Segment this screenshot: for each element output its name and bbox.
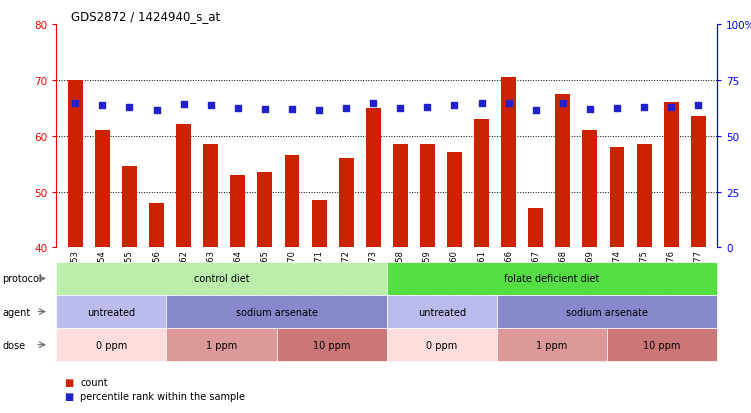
Point xyxy=(286,106,298,113)
Bar xyxy=(664,103,679,248)
Text: 0 ppm: 0 ppm xyxy=(427,340,457,350)
Text: untreated: untreated xyxy=(418,307,466,317)
Bar xyxy=(501,78,516,248)
Text: percentile rank within the sample: percentile rank within the sample xyxy=(80,392,246,401)
Bar xyxy=(122,167,137,248)
Text: GDS2872 / 1424940_s_at: GDS2872 / 1424940_s_at xyxy=(71,10,221,23)
Point xyxy=(340,105,352,112)
Text: 1 ppm: 1 ppm xyxy=(536,340,568,350)
Bar xyxy=(258,173,273,248)
Text: untreated: untreated xyxy=(87,307,135,317)
Text: dose: dose xyxy=(2,340,26,350)
Point xyxy=(150,107,162,114)
Bar xyxy=(312,200,327,248)
Point xyxy=(178,102,190,108)
Point xyxy=(665,104,677,111)
Text: 1 ppm: 1 ppm xyxy=(206,340,237,350)
Point xyxy=(394,105,406,112)
Text: count: count xyxy=(80,377,108,387)
Point xyxy=(123,104,135,111)
Point xyxy=(69,101,81,107)
Bar xyxy=(176,125,191,248)
Bar xyxy=(474,120,489,248)
Point xyxy=(638,104,650,111)
Bar xyxy=(393,145,408,248)
Bar xyxy=(95,131,110,248)
Bar xyxy=(528,209,543,248)
Bar xyxy=(231,175,246,248)
Point xyxy=(232,105,244,112)
Text: 0 ppm: 0 ppm xyxy=(96,340,127,350)
Point xyxy=(692,103,704,109)
Point xyxy=(205,103,217,109)
Point xyxy=(448,103,460,109)
Point xyxy=(611,105,623,112)
Bar xyxy=(149,203,164,248)
Point xyxy=(475,101,487,107)
Bar xyxy=(610,147,624,248)
Bar xyxy=(583,131,597,248)
Text: protocol: protocol xyxy=(2,274,42,284)
Text: folate deficient diet: folate deficient diet xyxy=(505,274,599,284)
Point xyxy=(529,107,541,114)
Text: ■: ■ xyxy=(64,377,73,387)
Bar xyxy=(339,159,354,248)
Text: 10 ppm: 10 ppm xyxy=(313,340,351,350)
Point xyxy=(556,101,569,107)
Text: sodium arsenate: sodium arsenate xyxy=(566,307,648,317)
Point xyxy=(259,106,271,113)
Bar xyxy=(637,145,652,248)
Bar xyxy=(556,95,570,248)
Bar xyxy=(285,156,300,248)
Bar xyxy=(366,108,381,248)
Text: 10 ppm: 10 ppm xyxy=(644,340,681,350)
Bar xyxy=(447,153,462,248)
Text: agent: agent xyxy=(2,307,31,317)
Point xyxy=(313,107,325,114)
Text: control diet: control diet xyxy=(194,274,249,284)
Text: sodium arsenate: sodium arsenate xyxy=(236,307,318,317)
Point xyxy=(584,106,596,113)
Point xyxy=(421,104,433,111)
Bar xyxy=(691,117,706,248)
Text: ■: ■ xyxy=(64,392,73,401)
Point xyxy=(367,101,379,107)
Point xyxy=(96,103,108,109)
Bar xyxy=(204,145,218,248)
Bar xyxy=(68,81,83,248)
Point xyxy=(502,101,514,107)
Bar xyxy=(420,145,435,248)
